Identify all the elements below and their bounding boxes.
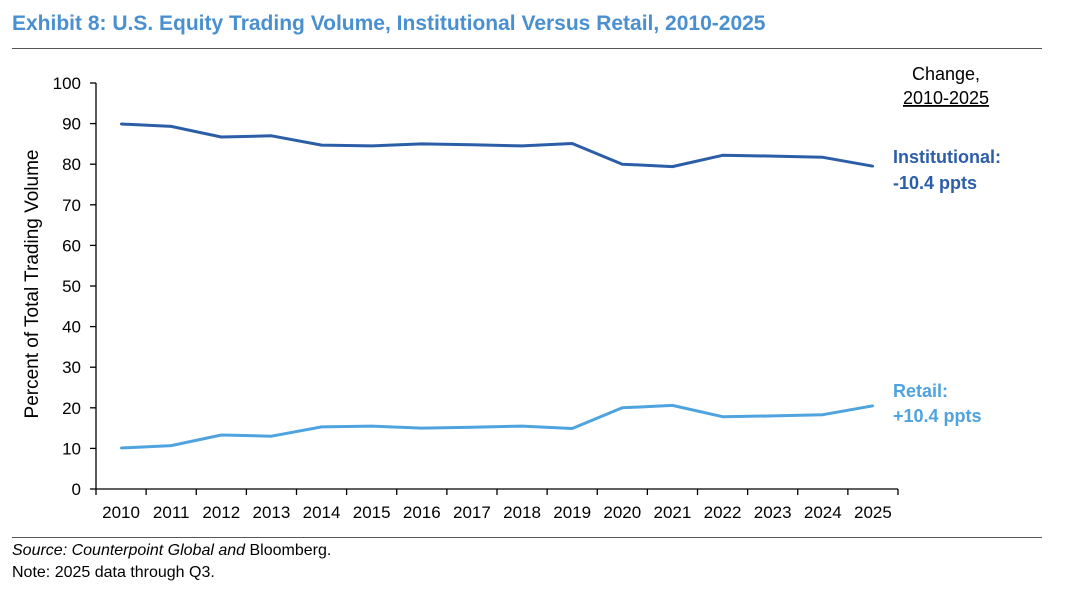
source-plain: Bloomberg. [245, 542, 332, 559]
retail-point [270, 435, 273, 438]
x-tick-label: 2016 [403, 503, 441, 522]
x-tick-label: 2018 [503, 503, 541, 522]
institutional-point [821, 156, 825, 159]
y-tick-label: 0 [72, 480, 81, 499]
source-note: Source: Counterpoint Global and Bloomber… [12, 542, 331, 560]
institutional-point [119, 122, 123, 126]
retail-point [871, 404, 875, 407]
institutional-point [420, 142, 424, 146]
y-tick-label: 30 [62, 358, 81, 377]
institutional-point [470, 143, 474, 146]
x-tick-label: 2014 [303, 503, 341, 522]
y-tick-label: 40 [62, 318, 81, 337]
retail-point [320, 425, 323, 429]
x-tick-label: 2019 [553, 503, 591, 522]
institutional-point [570, 142, 574, 145]
source-italic: Source: Counterpoint Global and [12, 542, 246, 559]
retail-point [220, 433, 223, 437]
institutional-point [520, 144, 524, 148]
y-tick-label: 80 [62, 155, 81, 174]
institutional-annotation-line1: Institutional: [893, 147, 1001, 167]
institutional-point [721, 154, 724, 157]
institutional-point [771, 154, 774, 158]
data-note: Note: 2025 data through Q3. [12, 564, 215, 581]
x-tick-label: 2025 [854, 503, 892, 522]
x-tick-label: 2010 [102, 503, 140, 522]
x-tick-label: 2021 [654, 503, 692, 522]
institutional-point [871, 165, 875, 168]
y-tick-label: 10 [62, 439, 81, 458]
retail-point [470, 426, 474, 429]
legend-header-line2: 2010-2025 [903, 88, 989, 108]
retail-point [169, 444, 173, 447]
x-axis: 2010 2011 2012 2013 2014 2015 2016 2017 2018 2019… [95, 488, 899, 522]
retail-point [570, 427, 574, 430]
top-rule [12, 48, 1042, 49]
x-tick-label: 2013 [253, 503, 291, 522]
retail-annotation-line2: +10.4 ppts [893, 406, 982, 426]
y-tick-label: 90 [62, 115, 81, 134]
retail-point [420, 426, 424, 430]
retail-point [520, 424, 524, 428]
y-tick-label: 70 [62, 196, 81, 215]
y-tick-label: 50 [62, 277, 81, 296]
legend-header-line1: Change, [912, 64, 980, 84]
x-tick-label: 2022 [704, 503, 742, 522]
retail-point [119, 446, 123, 450]
bottom-rule [12, 537, 1042, 538]
institutional-annotation-line2: -10.4 ppts [893, 173, 977, 193]
institutional-point [169, 125, 173, 128]
retail-annotation-line1: Retail: [893, 381, 948, 401]
y-tick-label: 20 [62, 399, 81, 418]
y-tick-label: 60 [62, 236, 81, 255]
institutional-series-line [121, 122, 874, 169]
retail-point [671, 404, 674, 407]
x-tick-label: 2024 [804, 503, 842, 522]
x-tick-label: 2023 [754, 503, 792, 522]
x-tick-label: 2015 [353, 503, 391, 522]
institutional-point [671, 165, 674, 168]
retail-point [370, 424, 373, 428]
chart-title: Exhibit 8: U.S. Equity Trading Volume, I… [12, 12, 766, 35]
y-tick-label: 100 [53, 74, 81, 93]
institutional-point [621, 163, 624, 166]
x-tick-label: 2017 [453, 503, 491, 522]
x-tick-label: 2020 [603, 503, 641, 522]
y-axis-label: Percent of Total Trading Volume [22, 150, 43, 419]
retail-point [771, 414, 774, 418]
retail-point [821, 413, 825, 416]
institutional-point [270, 134, 273, 137]
retail-point [621, 406, 624, 409]
x-tick-label: 2012 [202, 503, 240, 522]
institutional-point [220, 135, 223, 139]
x-tick-label: 2011 [153, 503, 190, 522]
institutional-point [320, 143, 323, 147]
retail-series-line [121, 403, 874, 450]
retail-point [721, 415, 724, 418]
y-axis: 0 10 20 30 40 50 60 70 80 90 100 [53, 74, 97, 499]
series-lines [119, 122, 875, 450]
institutional-point [370, 144, 373, 148]
